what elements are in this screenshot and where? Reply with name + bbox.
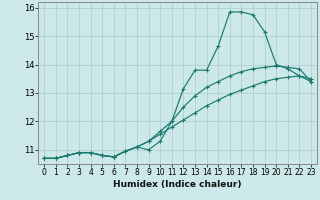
X-axis label: Humidex (Indice chaleur): Humidex (Indice chaleur) [113,180,242,189]
